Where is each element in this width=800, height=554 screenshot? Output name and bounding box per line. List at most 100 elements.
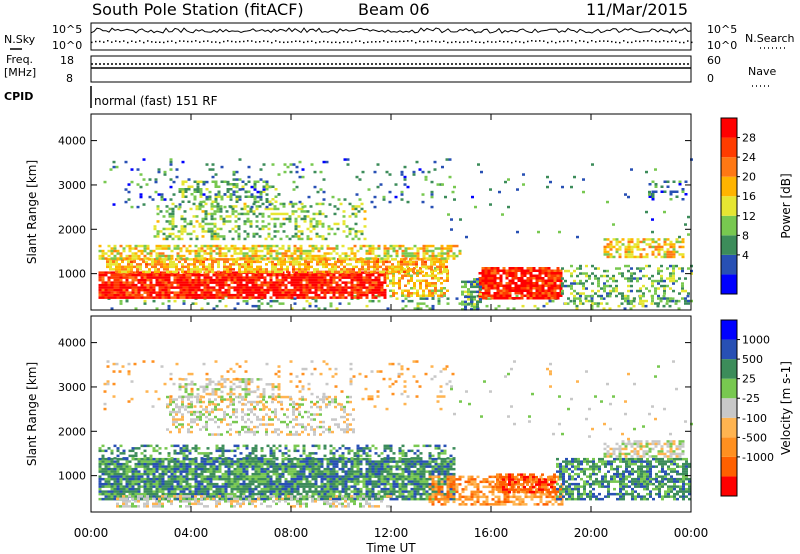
power-cell (499, 269, 503, 272)
power-cell (119, 288, 123, 292)
power-cell (400, 170, 404, 174)
power-cell (347, 276, 351, 279)
velocity-cell (197, 485, 201, 488)
power-cell (173, 286, 177, 289)
power-cell (131, 276, 135, 279)
velocity-cell (98, 477, 102, 481)
velocity-cell (290, 490, 294, 493)
power-cell (305, 283, 309, 287)
power-cell (130, 205, 134, 209)
power-cell (188, 293, 192, 297)
velocity-cell (245, 470, 249, 473)
power-cell (326, 252, 330, 255)
power-cell (284, 288, 288, 292)
power-cell (514, 282, 518, 285)
power-cell (157, 270, 160, 274)
power-cell (428, 284, 431, 287)
power-cell (175, 175, 179, 179)
power-cell (603, 250, 607, 254)
power-cell (229, 270, 232, 274)
power-cell (257, 299, 261, 303)
power-cell (630, 168, 633, 171)
power-cell (260, 283, 264, 287)
power-cell (440, 287, 443, 290)
power-cell (223, 268, 226, 271)
power-cell (131, 283, 135, 287)
power-cell (416, 274, 419, 277)
power-cell (322, 263, 325, 266)
power-cell (416, 257, 420, 260)
power-cell (642, 248, 646, 251)
power-cell (130, 260, 133, 264)
velocity-cell (272, 485, 276, 488)
power-cell (392, 282, 395, 285)
power-cell (317, 254, 321, 258)
power-cell (561, 277, 564, 280)
power-cell (206, 296, 210, 299)
power-cell (400, 193, 404, 196)
nsearch-point (191, 40, 193, 43)
power-cell (413, 244, 417, 248)
power-cell (101, 288, 105, 292)
power-cell (471, 195, 474, 199)
power-cell (368, 257, 372, 260)
power-cell (452, 244, 456, 248)
power-cell (130, 180, 134, 184)
power-cell (229, 195, 233, 198)
power-cell (407, 274, 410, 277)
power-cell (213, 217, 217, 221)
velocity-cell (215, 460, 219, 463)
power-cell (161, 288, 165, 292)
power-cell (237, 217, 241, 221)
nsearch-point (371, 41, 373, 43)
power-cell (464, 283, 467, 286)
power-cell (312, 225, 316, 228)
power-cell (389, 267, 392, 270)
power-cell (221, 286, 225, 289)
power-cell (137, 244, 141, 248)
power-band (103, 158, 455, 209)
power-cell (296, 247, 300, 250)
power-cell (328, 268, 331, 271)
power-cell (104, 281, 108, 284)
power-cell (278, 281, 282, 284)
power-cell (624, 253, 628, 256)
power-cell (511, 297, 515, 300)
power-cell (125, 278, 129, 282)
velocity-cell (173, 490, 177, 493)
power-cell (567, 284, 570, 288)
velocity-cell (122, 492, 126, 496)
velocity-cell (266, 482, 270, 486)
power-cell (449, 244, 453, 248)
power-cell (484, 269, 488, 272)
power-cell (134, 286, 138, 289)
nsearch-point (631, 41, 633, 44)
power-cell (514, 284, 518, 287)
velocity-cell (101, 467, 105, 471)
power-cell (314, 257, 318, 260)
power-cell (293, 283, 297, 287)
velocity-cell (233, 492, 237, 496)
velocity-cell (215, 470, 219, 473)
velocity-cell (173, 485, 177, 488)
power-cell (203, 273, 207, 277)
power-cell (621, 292, 624, 295)
power-cell (235, 178, 239, 181)
power-cell (404, 294, 407, 297)
velocity-cell (218, 492, 222, 496)
power-cell (149, 283, 153, 287)
power-cell (98, 276, 102, 279)
nsearch-point (323, 40, 325, 43)
power-cell (335, 288, 339, 292)
power-cell (505, 292, 509, 295)
velocity-cell (245, 462, 249, 466)
velocity-cell (287, 470, 291, 473)
power-cell (176, 276, 180, 279)
nsearch-point (535, 40, 537, 42)
power-cell (294, 217, 298, 221)
power-cell (140, 288, 144, 292)
power-cell (621, 274, 624, 278)
power-cell (578, 297, 582, 300)
power-cell (663, 279, 666, 283)
power-cell (145, 260, 148, 264)
